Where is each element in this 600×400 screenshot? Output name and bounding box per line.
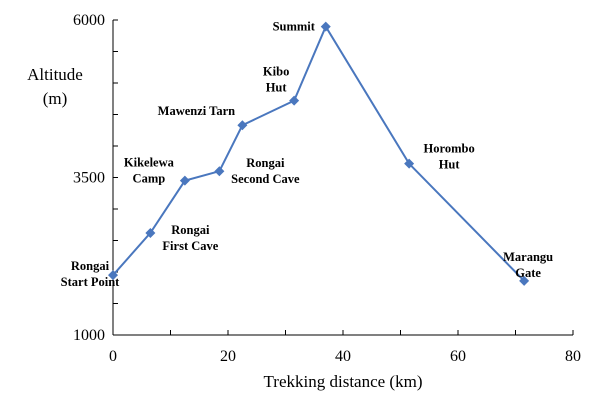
series-altitude <box>108 21 530 286</box>
data-point-marker <box>214 166 225 177</box>
data-point-marker <box>108 270 118 281</box>
point-label: Rongai <box>171 223 210 237</box>
x-axis-label: Trekking distance (km) <box>264 372 423 391</box>
y-tick-label: 6000 <box>73 12 105 29</box>
y-axis-label-line2: (m) <box>43 89 68 108</box>
point-label: Camp <box>133 172 166 186</box>
point-label: Hut <box>439 158 461 172</box>
point-label: Marangu <box>503 250 553 264</box>
point-label: Kibo <box>263 65 289 79</box>
point-label: Kikelewa <box>124 156 175 170</box>
x-tick-label: 20 <box>220 348 236 365</box>
point-label: Summit <box>273 20 316 34</box>
data-point-marker <box>145 227 156 238</box>
data-point-marker <box>179 175 190 186</box>
point-label: Rongai <box>71 259 110 273</box>
data-point-marker <box>404 158 415 169</box>
point-label: Gate <box>515 266 541 280</box>
data-point-marker <box>519 275 530 286</box>
x-tick-label: 40 <box>335 348 351 365</box>
point-label: Mawenzi Tarn <box>158 104 235 118</box>
y-axis-ticks: 1000 3500 6000 <box>73 12 118 344</box>
x-tick-label: 60 <box>450 348 466 365</box>
point-label: First Cave <box>162 239 218 253</box>
plot-area <box>112 20 573 336</box>
point-label: Second Cave <box>231 172 300 186</box>
y-tick-label: 3500 <box>73 170 105 187</box>
point-labels: Rongai Start Point Rongai First Cave Kikelew… <box>61 20 554 290</box>
point-label: Rongai <box>246 156 285 170</box>
x-axis-ticks: 0 20 40 60 80 <box>109 330 581 365</box>
y-axis-label-line1: Altitude <box>27 65 83 84</box>
x-tick-label: 80 <box>565 348 581 365</box>
data-point-marker <box>237 120 248 131</box>
y-tick-label: 1000 <box>73 327 105 344</box>
data-point-marker <box>289 95 300 106</box>
point-label: Start Point <box>61 275 121 289</box>
data-point-marker <box>320 21 331 32</box>
x-tick-label: 0 <box>109 348 117 365</box>
point-label: Hut <box>266 81 288 95</box>
point-label: Horombo <box>424 142 475 156</box>
